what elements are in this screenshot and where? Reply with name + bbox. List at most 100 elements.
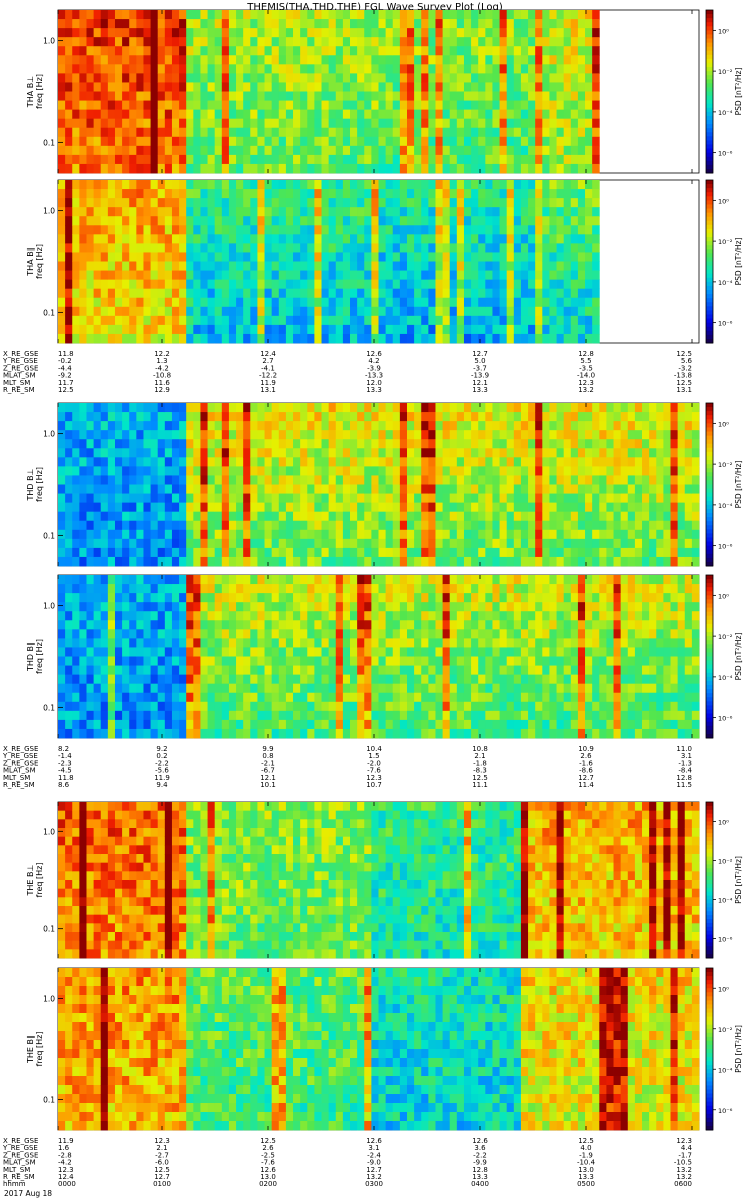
psd-cell (86, 530, 94, 539)
psd-cell (371, 155, 379, 164)
psd-cell (115, 10, 123, 19)
psd-cell (193, 82, 201, 91)
psd-cell (58, 243, 66, 252)
psd-cell (621, 548, 629, 557)
colorbar-cell (706, 266, 713, 271)
psd-cell (464, 503, 472, 512)
psd-cell (379, 92, 387, 101)
psd-cell (122, 575, 130, 584)
psd-cell (343, 216, 351, 225)
psd-cell (478, 216, 486, 225)
psd-cell (542, 110, 550, 119)
psd-cell (322, 110, 330, 119)
psd-cell (200, 548, 208, 557)
psd-cell (428, 271, 436, 280)
psd-cell (329, 128, 337, 137)
psd-cell (635, 466, 643, 475)
psd-cell (457, 10, 465, 19)
psd-cell (521, 110, 529, 119)
psd-cell (692, 412, 700, 421)
psd-cell (357, 512, 365, 521)
psd-cell (143, 216, 151, 225)
psd-cell (293, 64, 301, 73)
psd-cell (571, 475, 579, 484)
psd-cell (343, 503, 351, 512)
psd-cell (286, 307, 294, 316)
psd-cell (94, 216, 102, 225)
psd-cell (521, 82, 529, 91)
psd-cell (379, 216, 387, 225)
psd-cell (343, 37, 351, 46)
psd-cell (165, 457, 173, 466)
psd-cell (478, 180, 486, 189)
psd-cell (293, 146, 301, 155)
psd-cell (272, 271, 280, 280)
psd-cell (101, 280, 109, 289)
psd-cell (478, 539, 486, 548)
psd-cell (557, 316, 565, 325)
psd-cell (250, 252, 258, 261)
psd-cell (72, 119, 80, 128)
psd-cell (393, 225, 401, 234)
psd-cell (678, 421, 686, 430)
psd-cell (685, 485, 693, 494)
psd-cell (322, 243, 330, 252)
psd-cell (108, 252, 116, 261)
psd-cell (336, 421, 344, 430)
psd-cell (115, 611, 123, 620)
psd-cell (343, 448, 351, 457)
psd-cell (129, 485, 137, 494)
psd-cell (143, 638, 151, 647)
psd-cell (65, 666, 73, 675)
psd-cell (435, 475, 443, 484)
psd-cell (94, 711, 102, 720)
psd-cell (663, 530, 671, 539)
psd-cell (129, 119, 137, 128)
psd-cell (101, 334, 109, 343)
psd-cell (521, 119, 529, 128)
psd-cell (279, 198, 287, 207)
psd-cell (557, 325, 565, 334)
psd-cell (172, 46, 180, 55)
psd-cell (307, 503, 315, 512)
psd-cell (122, 611, 130, 620)
psd-cell (236, 189, 244, 198)
psd-cell (94, 180, 102, 189)
psd-cell (592, 73, 600, 82)
psd-cell (571, 243, 579, 252)
psd-cell (578, 234, 586, 243)
psd-cell (151, 466, 159, 475)
psd-cell (485, 298, 493, 307)
psd-cell (108, 225, 116, 234)
psd-cell (186, 280, 194, 289)
psd-cell (571, 298, 579, 307)
psd-cell (250, 548, 258, 557)
psd-cell (165, 262, 173, 271)
psd-cell (186, 702, 194, 711)
psd-cell (322, 307, 330, 316)
psd-cell (542, 485, 550, 494)
psd-cell (101, 198, 109, 207)
psd-cell (414, 164, 422, 173)
psd-cell (172, 307, 180, 316)
psd-cell (322, 557, 330, 566)
psd-cell (200, 252, 208, 261)
psd-cell (571, 334, 579, 343)
colorbar-cell (706, 188, 713, 193)
psd-cell (208, 512, 216, 521)
psd-cell (151, 19, 159, 28)
psd-cell (464, 180, 472, 189)
psd-cell (272, 225, 280, 234)
psd-cell (400, 494, 408, 503)
psd-cell (257, 243, 265, 252)
psd-cell (492, 119, 500, 128)
psd-cell (350, 234, 358, 243)
psd-cell (421, 530, 429, 539)
psd-cell (158, 146, 166, 155)
psd-cell (386, 494, 394, 503)
psd-cell (478, 307, 486, 316)
psd-cell (307, 475, 315, 484)
psd-cell (136, 657, 144, 666)
psd-cell (108, 421, 116, 430)
psd-cell (528, 421, 536, 430)
